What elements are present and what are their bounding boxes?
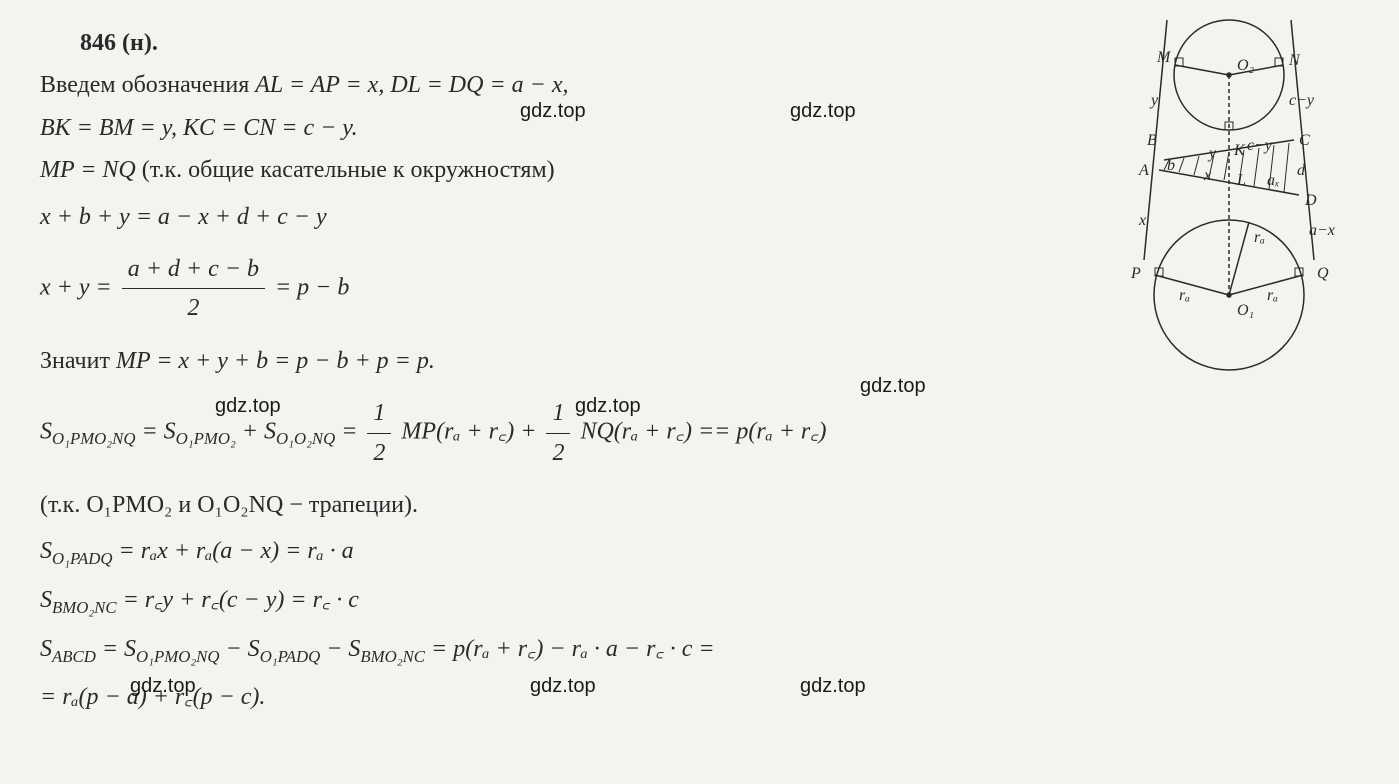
geometry-diagram: O₂ O₁ M N B C A D P Q K L y c−y y c−y x … (1089, 10, 1369, 360)
label-q: Q (1317, 265, 1329, 282)
label-cy2: c−y (1247, 137, 1273, 154)
label-x1: x (1203, 167, 1211, 184)
line11: SABCD = SO₁PMO₂NQ − SO₁PADQ − SBMO₂NC = … (40, 630, 1040, 671)
line3-note: (т.к. общие касательные к окружностям) (142, 157, 555, 183)
label-amx: a−x (1309, 222, 1335, 239)
label-o2: O₂ (1237, 57, 1255, 74)
watermark-4: gdz.top (215, 390, 281, 422)
line3-prefix: MP = NQ (40, 157, 142, 183)
problem-number: 846 (н). (40, 24, 1040, 62)
watermark-5: gdz.top (575, 390, 641, 422)
label-c: C (1299, 132, 1310, 149)
label-y1: y (1149, 92, 1159, 109)
radius-o1q (1229, 275, 1303, 295)
line4: x + b + y = a − x + d + c − y (40, 198, 1040, 236)
watermark-6: gdz.top (130, 670, 196, 702)
label-d: D (1304, 192, 1317, 209)
label-m: M (1156, 49, 1172, 66)
label-a: A (1138, 162, 1149, 179)
line5-right: = p − b (275, 274, 349, 300)
line7-frac2: 1 2 (546, 394, 570, 472)
line2-math: BK = BM = y, KC = CN = c − y. (40, 115, 358, 141)
line7-frac1: 1 2 (367, 394, 391, 472)
problem-num-text: 846 (н). (80, 30, 158, 56)
watermark-3: gdz.top (860, 370, 926, 402)
label-b: B (1147, 132, 1157, 149)
label-o1: O₁ (1237, 302, 1254, 319)
watermark-7: gdz.top (530, 670, 596, 702)
radius-o1l (1229, 222, 1249, 295)
line5: x + y = a + d + c − b 2 = p − b (40, 250, 1040, 328)
line-bc (1164, 140, 1294, 160)
label-ra3: rₐ (1267, 287, 1278, 304)
line5-num: a + d + c − b (122, 250, 265, 289)
label-ra2: rₐ (1179, 287, 1190, 304)
label-ra1: rₐ (1254, 229, 1265, 246)
label-cy1: c−y (1289, 92, 1315, 109)
line8: (т.к. O₁PMO₂ и O₁O₂NQ − трапеции). (40, 486, 1040, 524)
label-y2: y (1207, 145, 1217, 162)
line3: MP = NQ (т.к. общие касательные к окружн… (40, 151, 1040, 189)
label-ax: aₓ (1267, 172, 1280, 189)
label-k: K (1233, 142, 1246, 159)
radius-o1p (1155, 275, 1229, 295)
line10: SBMO₂NC = r꜀y + r꜀(c − y) = r꜀ · c (40, 581, 1040, 622)
label-l: L (1236, 172, 1246, 189)
watermark-8: gdz.top (800, 670, 866, 702)
watermark-1: gdz.top (520, 95, 586, 127)
line5-fraction: a + d + c − b 2 (122, 250, 265, 328)
watermark-2: gdz.top (790, 95, 856, 127)
line5-left: x + y = (40, 274, 118, 300)
label-p: P (1130, 265, 1141, 282)
line1-prefix: Введем обозначения (40, 72, 255, 98)
diagram-svg: O₂ O₁ M N B C A D P Q K L y c−y y c−y x … (1089, 10, 1369, 390)
label-n: N (1288, 52, 1301, 69)
label-x2: x (1138, 212, 1146, 229)
label-d2: d (1297, 162, 1306, 179)
label-b2: b (1167, 157, 1175, 174)
line5-den: 2 (122, 289, 265, 327)
line9: SO₁PADQ = rₐx + rₐ(a − x) = rₐ · a (40, 532, 1040, 573)
line7: SO₁PMO₂NQ = SO₁PMO₂ + SO₁O₂NQ = 1 2 MP(r… (40, 394, 1040, 472)
